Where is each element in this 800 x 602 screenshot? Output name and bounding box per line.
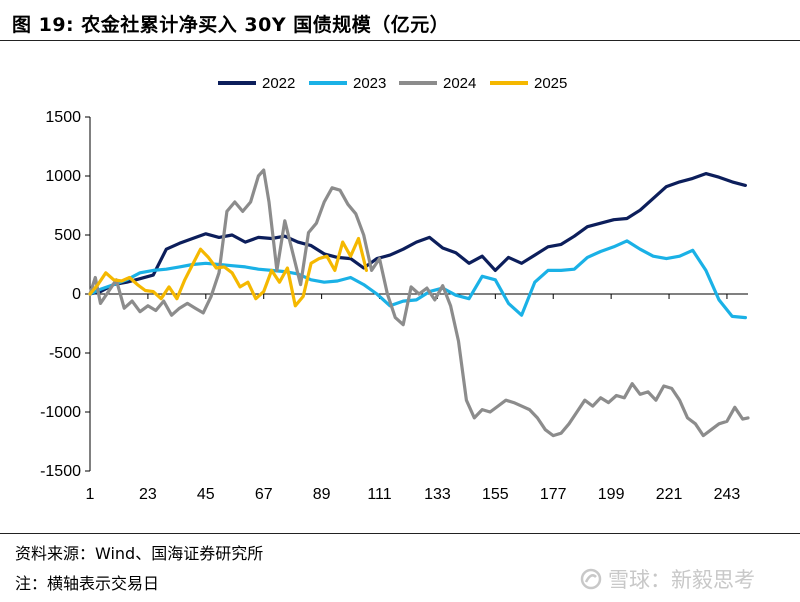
series-line-2022	[88, 172, 748, 296]
y-tick-label: 500	[54, 227, 81, 244]
x-tick-label: 1	[86, 486, 95, 503]
x-tick-label: 67	[255, 486, 273, 503]
y-tick-label: -1500	[40, 463, 81, 480]
legend-label-2023: 2023	[353, 75, 386, 92]
axis-note: 注：横轴表示交易日	[15, 574, 160, 593]
source-note: 资料来源：Wind、国海证券研究所	[15, 544, 264, 563]
x-tick-label: 45	[197, 486, 215, 503]
x-tick-label: 111	[367, 486, 391, 503]
x-tick-label: 155	[482, 486, 509, 503]
x-tick-label: 23	[139, 486, 157, 503]
bottom-rule	[0, 533, 800, 534]
y-tick-label: 1500	[45, 109, 81, 126]
figure-title: 图 19: 农金社累计净买入 30Y 国债规模（亿元）	[12, 14, 450, 36]
series-layer	[88, 168, 750, 438]
legend-label-2024: 2024	[443, 75, 476, 92]
x-tick-label: 221	[656, 486, 683, 503]
x-tick-label: 89	[313, 486, 331, 503]
x-tick-label: 177	[540, 486, 567, 503]
x-tick-label: 199	[598, 486, 625, 503]
watermark-text: 雪球：新毅思考	[608, 568, 755, 592]
series-line-2023	[88, 239, 748, 320]
top-rule	[0, 40, 800, 41]
y-tick-label: 0	[72, 286, 81, 303]
snowball-logo-icon	[580, 568, 602, 590]
y-tick-label: 1000	[45, 168, 81, 185]
legend: 2022 2023 2024 2025	[218, 75, 567, 92]
series-line-2024	[88, 168, 750, 438]
axes-layer: -1500 -1000 -500 0 500 1000 1500 1 23 45 67 89 111 13…	[40, 109, 748, 503]
x-tick-label: 133	[424, 486, 451, 503]
watermark: 雪球：新毅思考	[580, 564, 755, 594]
legend-label-2022: 2022	[262, 75, 295, 92]
legend-label-2025: 2025	[534, 75, 567, 92]
x-tick-label: 243	[714, 486, 741, 503]
y-tick-label: -1000	[40, 404, 81, 421]
series-line-2025	[88, 236, 368, 308]
y-tick-label: -500	[49, 345, 81, 362]
